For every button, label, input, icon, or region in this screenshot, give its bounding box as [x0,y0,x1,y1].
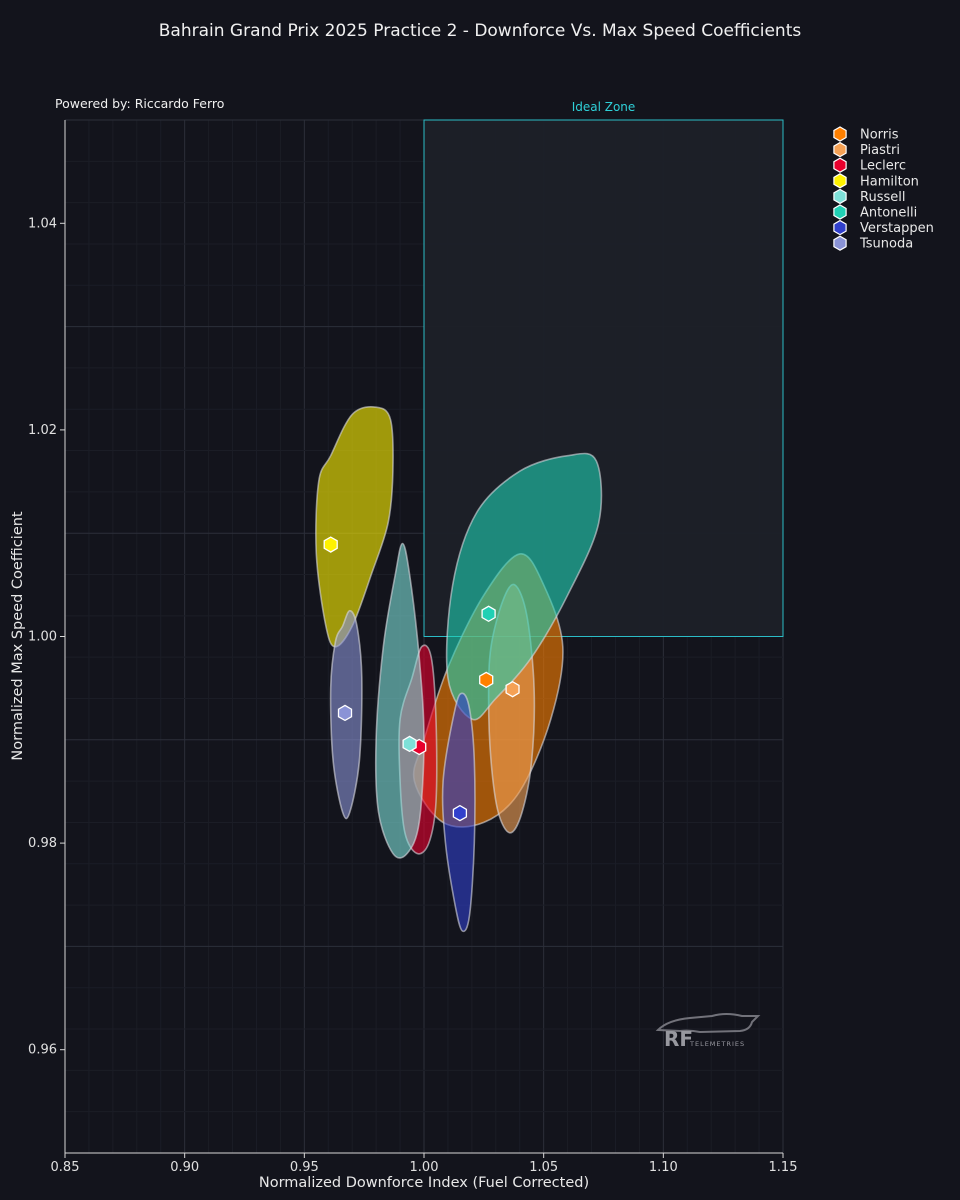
axis-ticks: 0.85 0.90 0.95 1.00 1.05 1.10 1.15 0.96 0.98 1.00… [28,216,797,1175]
legend-label-antonelli: Antonelli [860,206,917,221]
x-tick-label: 0.95 [290,1160,319,1175]
point-russell [402,735,417,753]
x-tick-label: 1.15 [769,1160,798,1175]
legend-marker-russell [833,188,847,205]
credit-text: Powered by: Riccardo Ferro [55,96,224,111]
y-tick-label: 1.04 [28,216,57,231]
x-tick-label: 1.05 [529,1160,558,1175]
legend-label-norris: Norris [860,128,899,143]
chart-title: Bahrain Grand Prix 2025 Practice 2 - Dow… [159,21,802,41]
car-silhouette-icon [655,1013,761,1034]
x-axis-label: Normalized Downforce Index (Fuel Correct… [259,1175,589,1191]
point-tsunoda [337,704,353,722]
legend-marker-antonelli [833,204,847,220]
legend-marker-leclerc [833,157,847,173]
point-hamilton [323,536,338,553]
y-tick-label: 1.00 [28,630,57,645]
legend-label-hamilton: Hamilton [860,174,919,189]
region-russell [374,542,425,859]
y-axis-label: Normalized Max Speed Coefficient [10,511,26,761]
x-tick-label: 0.90 [170,1160,199,1175]
x-tick-label: 1.10 [649,1160,678,1175]
y-tick-label: 0.98 [28,836,57,851]
legend-label-verstappen: Verstappen [860,221,934,236]
legend-marker-verstappen [833,219,847,236]
legend-label-russell: Russell [860,190,905,205]
x-tick-label: 0.85 [51,1160,80,1175]
legend: NorrisPiastriLeclercHamiltonRussellAnton… [833,126,934,252]
y-tick-label: 1.02 [28,423,57,438]
watermark-sub: TELEMETRIES [689,1040,745,1048]
legend-marker-tsunoda [833,235,847,251]
y-tick-label: 0.96 [28,1043,57,1058]
point-piastri [505,680,520,698]
point-norris [479,671,494,689]
point-verstappen [452,804,468,822]
ideal-zone-label: Ideal Zone [572,100,636,114]
point-antonelli [481,605,496,623]
legend-label-tsunoda: Tsunoda [859,237,913,252]
legend-marker-norris [833,126,847,142]
legend-marker-piastri [833,141,847,158]
legend-marker-hamilton [833,173,847,189]
driver-regions [315,406,603,933]
legend-label-piastri: Piastri [860,143,900,158]
legend-label-leclerc: Leclerc [860,159,906,174]
watermark-brand: RF [664,1027,693,1051]
driver-points [323,536,520,822]
watermark-logo: RF TELEMETRIES [655,1013,761,1051]
x-tick-label: 1.00 [410,1160,439,1175]
region-hamilton [315,406,394,648]
